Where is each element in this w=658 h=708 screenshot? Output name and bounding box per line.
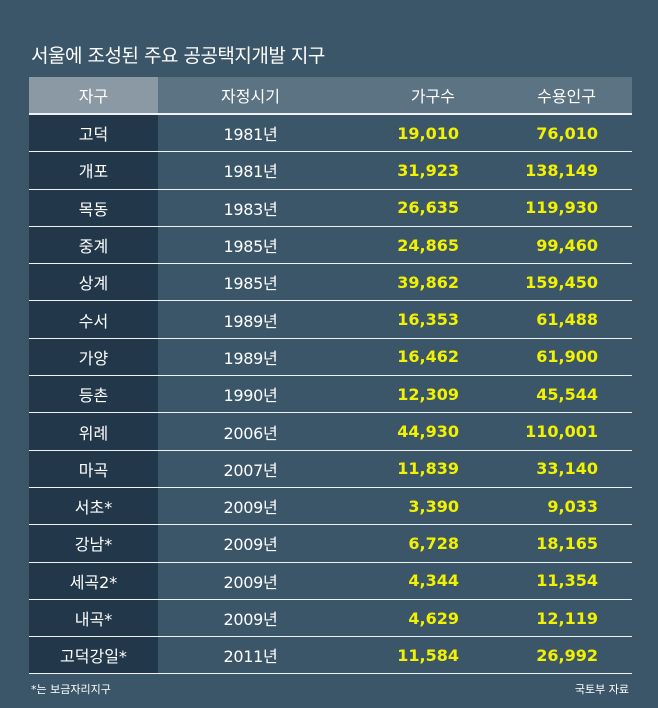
table-row: 고덕 1981년 19,010 76,010 xyxy=(29,113,632,153)
cell-designation-date: 1981년 xyxy=(158,151,343,190)
cell-population: 119,930 xyxy=(459,189,632,227)
cell-households: 11,839 xyxy=(343,450,459,488)
cell-households: 12,309 xyxy=(343,375,459,414)
cell-households: 16,353 xyxy=(343,300,459,339)
cell-population: 12,119 xyxy=(459,599,632,638)
table-row: 마곡 2007년 11,839 33,140 xyxy=(29,450,632,488)
cell-population: 26,992 xyxy=(459,636,632,675)
table-row: 중계 1985년 24,865 99,460 xyxy=(29,226,632,265)
cell-population: 45,544 xyxy=(459,375,632,414)
column-header-households: 가구수 xyxy=(343,77,459,114)
table-row: 수서 1989년 16,353 61,488 xyxy=(29,300,632,339)
cell-district: 등촌 xyxy=(29,375,158,414)
cell-designation-date: 2009년 xyxy=(158,524,343,563)
table-row: 가양 1989년 16,462 61,900 xyxy=(29,338,632,377)
cell-households: 39,862 xyxy=(343,263,459,302)
cell-district: 상계 xyxy=(29,263,158,302)
cell-households: 11,584 xyxy=(343,636,459,675)
table-body: 고덕 1981년 19,010 76,010 개포 1981년 31,923 138,149 목… xyxy=(29,113,632,675)
cell-designation-date: 2011년 xyxy=(158,636,343,675)
table-row: 목동 1983년 26,635 119,930 xyxy=(29,189,632,227)
cell-households: 3,390 xyxy=(343,487,459,526)
cell-population: 11,354 xyxy=(459,562,632,600)
column-header-district: 자구 xyxy=(29,77,158,114)
cell-designation-date: 2007년 xyxy=(158,450,343,488)
table-header-row: 자구 자정시기 가구수 수용인구 xyxy=(29,77,632,114)
cell-district: 가양 xyxy=(29,338,158,377)
cell-households: 24,865 xyxy=(343,226,459,265)
development-table: 자구 자정시기 가구수 수용인구 고덕 1981년 19,010 76,010 개포 19… xyxy=(29,77,632,675)
cell-population: 110,001 xyxy=(459,412,632,451)
table-row: 서초* 2009년 3,390 9,033 xyxy=(29,487,632,526)
cell-population: 76,010 xyxy=(459,113,632,153)
cell-designation-date: 1990년 xyxy=(158,375,343,414)
cell-designation-date: 2009년 xyxy=(158,599,343,638)
cell-population: 18,165 xyxy=(459,524,632,563)
cell-households: 6,728 xyxy=(343,524,459,563)
cell-population: 61,488 xyxy=(459,300,632,339)
cell-designation-date: 1983년 xyxy=(158,189,343,227)
cell-households: 31,923 xyxy=(343,151,459,190)
table-row: 등촌 1990년 12,309 45,544 xyxy=(29,375,632,414)
cell-designation-date: 2009년 xyxy=(158,562,343,600)
cell-district: 마곡 xyxy=(29,450,158,488)
cell-households: 16,462 xyxy=(343,338,459,377)
cell-district: 위례 xyxy=(29,412,158,451)
cell-designation-date: 1985년 xyxy=(158,226,343,265)
cell-designation-date: 2006년 xyxy=(158,412,343,451)
cell-population: 61,900 xyxy=(459,338,632,377)
footnote: *는 보금자리지구 xyxy=(31,683,111,696)
cell-population: 99,460 xyxy=(459,226,632,265)
table-row: 개포 1981년 31,923 138,149 xyxy=(29,151,632,190)
cell-households: 19,010 xyxy=(343,113,459,153)
cell-district: 강남* xyxy=(29,524,158,563)
cell-district: 내곡* xyxy=(29,599,158,638)
table-row: 상계 1985년 39,862 159,450 xyxy=(29,263,632,302)
cell-designation-date: 1985년 xyxy=(158,263,343,302)
cell-population: 159,450 xyxy=(459,263,632,302)
cell-designation-date: 2009년 xyxy=(158,487,343,526)
cell-district: 서초* xyxy=(29,487,158,526)
cell-population: 138,149 xyxy=(459,151,632,190)
cell-population: 33,140 xyxy=(459,450,632,488)
cell-population: 9,033 xyxy=(459,487,632,526)
chart-title: 서울에 조성된 주요 공공택지개발 지구 xyxy=(31,45,325,67)
cell-district: 개포 xyxy=(29,151,158,190)
cell-designation-date: 1981년 xyxy=(158,113,343,153)
cell-designation-date: 1989년 xyxy=(158,300,343,339)
table-row: 내곡* 2009년 4,629 12,119 xyxy=(29,599,632,638)
column-header-designation-date: 자정시기 xyxy=(158,77,343,114)
cell-district: 고덕강일* xyxy=(29,636,158,675)
cell-district: 목동 xyxy=(29,189,158,227)
cell-designation-date: 1989년 xyxy=(158,338,343,377)
table-row: 위례 2006년 44,930 110,001 xyxy=(29,412,632,451)
table-row: 강남* 2009년 6,728 18,165 xyxy=(29,524,632,563)
cell-households: 26,635 xyxy=(343,189,459,227)
cell-district: 중계 xyxy=(29,226,158,265)
cell-district: 세곡2* xyxy=(29,562,158,600)
table-row: 고덕강일* 2011년 11,584 26,992 xyxy=(29,636,632,675)
column-header-population: 수용인구 xyxy=(459,77,632,114)
cell-district: 고덕 xyxy=(29,113,158,153)
source-note: 국토부 자료 xyxy=(574,683,629,696)
cell-households: 44,930 xyxy=(343,412,459,451)
cell-households: 4,344 xyxy=(343,562,459,600)
table-row: 세곡2* 2009년 4,344 11,354 xyxy=(29,562,632,600)
cell-households: 4,629 xyxy=(343,599,459,638)
cell-district: 수서 xyxy=(29,300,158,339)
